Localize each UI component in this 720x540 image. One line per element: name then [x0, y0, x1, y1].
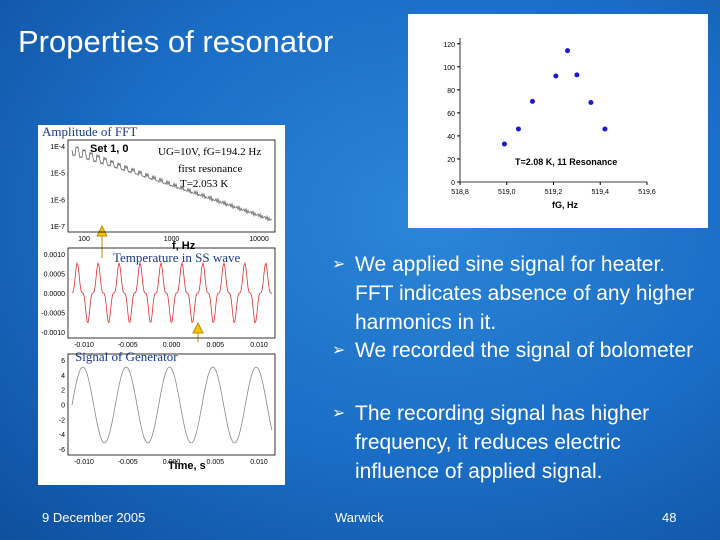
point — [553, 73, 559, 79]
x-tick-label: 519,4 — [591, 189, 609, 196]
y-tick-label: -6 — [59, 447, 65, 454]
x-tick-label: -0.010 — [74, 342, 94, 349]
x-tick-label: 0.000 — [163, 342, 181, 349]
point — [602, 126, 608, 132]
y-tick-label: 1E-6 — [50, 197, 65, 204]
generator-xlabel: Time, s — [168, 460, 206, 472]
footer-date: 9 December 2005 — [42, 510, 145, 525]
x-tick-label: -0.005 — [118, 342, 138, 349]
y-tick-label: -4 — [59, 432, 65, 439]
x-tick-label: 518,8 — [451, 189, 469, 196]
y-tick-label: 20 — [447, 157, 455, 164]
y-tick-label: 120 — [443, 42, 455, 49]
y-tick-label: 1E-7 — [50, 224, 65, 231]
resonance-xlabel: fG, Hz — [552, 200, 578, 210]
x-tick-label: 0.010 — [250, 342, 268, 349]
x-tick-label: 0.005 — [206, 342, 224, 349]
y-tick-label: 1E-4 — [50, 144, 65, 151]
resonance-annotation: T=2.08 K, 11 Resonance — [515, 157, 617, 167]
arrow — [96, 224, 108, 258]
y-tick-label: 40 — [447, 134, 455, 141]
point — [515, 126, 521, 132]
fft-params: UG=10V, fG=194.2 Hz — [158, 146, 261, 158]
y-tick-label: 60 — [447, 111, 455, 118]
signal-label: Temperature in SS wave — [113, 250, 240, 265]
bullet-icon: ➢ — [332, 256, 346, 273]
point — [565, 48, 571, 54]
footer-page: 48 — [662, 510, 676, 525]
bullet: ➢ We recorded the signal of bolometer — [332, 336, 702, 365]
x-tick-label: 519,2 — [545, 189, 563, 196]
point — [574, 72, 580, 78]
fft-label: Amplitude of FFT — [42, 124, 137, 139]
bullet: ➢ The recording signal has higher frequen… — [332, 399, 702, 486]
bullet-icon: ➢ — [332, 405, 346, 422]
plot-frame — [67, 353, 276, 456]
generator-curve — [71, 366, 273, 444]
point — [501, 141, 507, 147]
x-tick-label: 0.010 — [250, 459, 268, 466]
y-tick-label: -0.0005 — [41, 311, 65, 318]
x-tick-label: 0.000 — [163, 459, 181, 466]
bullet-icon: ➢ — [332, 342, 346, 359]
footer-place: Warwick — [335, 510, 384, 525]
x-tick-label: 100 — [78, 236, 90, 243]
point — [529, 98, 535, 104]
y-tick-label: 100 — [443, 65, 455, 72]
arrow — [192, 321, 204, 342]
x-tick-label: 519,0 — [498, 189, 516, 196]
x-tick-label: -0.005 — [118, 459, 138, 466]
bullet: ➢ We applied sine signal for heater. FFT … — [332, 250, 702, 337]
y-tick-label: 4 — [61, 373, 65, 380]
x-tick-label: 0.005 — [206, 459, 224, 466]
bullet-text: We recorded the signal of bolometer — [355, 339, 694, 362]
y-tick-label: 0.0005 — [44, 272, 66, 279]
x-tick-label: -0.010 — [74, 459, 94, 466]
fft-curve — [71, 146, 273, 223]
fft-resonance: first resonance — [178, 163, 243, 175]
x-tick-label: 1000 — [164, 236, 180, 243]
fft-temperature: T=2.053 K — [180, 178, 228, 190]
y-tick-label: -0.0010 — [41, 330, 65, 337]
left-figure — [38, 125, 285, 485]
plot-frame — [67, 139, 276, 233]
point — [588, 100, 594, 106]
fft-set: Set 1, 0 — [90, 143, 129, 155]
y-tick-label: 80 — [447, 88, 455, 95]
x-tick-label: 519,6 — [638, 189, 656, 196]
plot-frame — [67, 247, 276, 339]
x-tick-label: 10000 — [249, 236, 269, 243]
y-tick-label: 0 — [451, 180, 455, 187]
y-tick-label: -2 — [59, 417, 65, 424]
resonance-figure — [408, 14, 708, 228]
y-tick-label: 1E-5 — [50, 171, 65, 178]
bullet-text: We applied sine signal for heater. FFT i… — [355, 253, 695, 334]
fft-xlabel: f, Hz — [172, 240, 196, 252]
y-tick-label: 0 — [61, 403, 65, 410]
y-tick-label: 0.0000 — [44, 291, 66, 298]
signal-curve — [71, 261, 273, 324]
generator-label: Signal of Generator — [75, 349, 178, 364]
y-tick-label: 0.0010 — [44, 252, 66, 259]
y-tick-label: 2 — [61, 388, 65, 395]
bullet-text: The recording signal has higher frequenc… — [355, 402, 650, 483]
y-tick-label: 6 — [61, 358, 65, 365]
slide-title: Properties of resonator — [18, 24, 333, 59]
